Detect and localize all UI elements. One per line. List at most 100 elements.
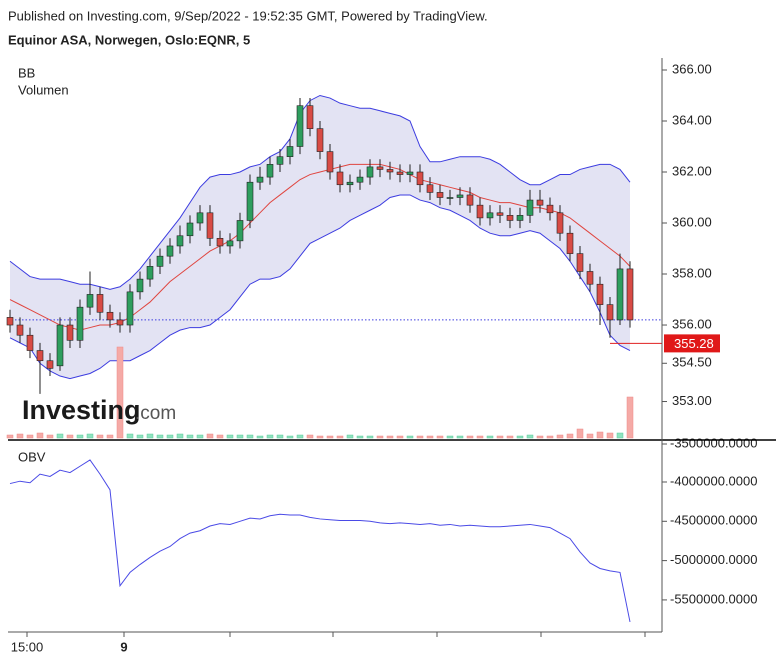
published-note: Published on Investing.com, 9/Sep/2022 -…: [8, 8, 488, 23]
volume-bar: [446, 435, 454, 439]
volume-bar: [506, 435, 514, 439]
candle-body: [36, 350, 44, 362]
candle-body: [406, 171, 414, 175]
volume-bar: [466, 435, 474, 439]
logo-suffix: .com: [135, 403, 176, 424]
obv-pane: OBV -3500000.0000 -4000000.0000 -4500000.00…: [9, 435, 757, 623]
candle-body: [186, 222, 194, 237]
volume-bar: [396, 435, 404, 439]
candle-body: [626, 268, 634, 321]
candle-body: [306, 105, 314, 129]
candle-body: [176, 235, 184, 247]
candle-body: [86, 294, 94, 308]
candle-body: [106, 311, 114, 321]
y-tick-label: 360.00: [672, 214, 712, 229]
volume-bar: [236, 434, 244, 439]
volume-bar: [56, 433, 64, 439]
candle-body: [166, 245, 174, 257]
volume-bar: [76, 434, 84, 439]
volume-bar: [166, 434, 174, 439]
volume-bar: [496, 435, 504, 439]
candle-body: [356, 176, 364, 183]
candle-body: [56, 324, 64, 367]
band-fill: [10, 95, 630, 379]
x-tick-label: 9: [120, 639, 127, 654]
candle-body: [286, 146, 294, 157]
candle-body: [276, 156, 284, 165]
candle-body: [386, 169, 394, 173]
y-tick-label: 354.50: [672, 355, 712, 370]
volume-bar: [316, 435, 324, 439]
candle-body: [266, 164, 274, 178]
y-tick-label: -5000000.0000: [670, 552, 757, 567]
volume-bar: [266, 434, 274, 439]
candle-body: [296, 105, 304, 147]
candle-body: [446, 197, 454, 199]
candle-body: [326, 151, 334, 173]
candle-body: [336, 171, 344, 186]
volume-bar: [596, 431, 604, 439]
volume-bar: [36, 432, 44, 439]
volume-bar: [26, 434, 34, 439]
candle-body: [556, 212, 564, 234]
volume-bar: [556, 434, 564, 439]
volume-bar: [96, 434, 104, 439]
volume-bar: [476, 435, 484, 439]
volume-bar: [336, 435, 344, 439]
volume-bar: [546, 435, 554, 439]
volume-bar: [186, 434, 194, 439]
candle-body: [616, 268, 624, 321]
volume-bar: [136, 434, 144, 439]
candle-body: [476, 204, 484, 219]
last-price-box: [664, 334, 720, 353]
volume-bar: [346, 434, 354, 439]
y-tick-label: 362.00: [672, 163, 712, 178]
volume-bar: [116, 346, 124, 439]
y-tick-label: 356.00: [672, 316, 712, 331]
volume-bar: [156, 434, 164, 439]
volume-bar: [226, 434, 234, 439]
volume-bar: [206, 433, 214, 439]
volume-bar: [216, 434, 224, 439]
candle-body: [126, 291, 134, 326]
volume-bar: [16, 433, 24, 439]
candle-body: [216, 238, 224, 247]
volume-bar: [376, 435, 384, 439]
candle-body: [226, 240, 234, 247]
candle-body: [416, 171, 424, 186]
volume-bar: [366, 435, 374, 439]
candle-body: [566, 232, 574, 254]
volume-bar: [386, 435, 394, 439]
volume-bar: [66, 434, 74, 439]
candle-body: [376, 166, 384, 170]
volume-bar: [276, 434, 284, 439]
logo: Investing .com: [22, 395, 176, 425]
x-tick-label: 15:00: [11, 639, 44, 654]
candle-body: [246, 181, 254, 221]
volume-bar: [406, 435, 414, 439]
candle-body: [536, 199, 544, 206]
volume-bar: [536, 435, 544, 439]
candle-body: [366, 166, 374, 178]
y-tick-label: -3500000.0000: [670, 435, 757, 450]
price-pane: BB Volumen 366.00 364.00 362.00 360.00 358.00 3…: [6, 61, 720, 439]
candle-body: [546, 204, 554, 214]
volume-bar: [126, 433, 134, 439]
volume-bar: [486, 435, 494, 439]
volume-bar: [586, 433, 594, 439]
volume-bar: [256, 435, 264, 439]
volume-bar: [146, 433, 154, 439]
volume-bar: [286, 435, 294, 439]
candle-body: [586, 271, 594, 285]
candle-body: [516, 215, 524, 221]
volume-bar: [456, 435, 464, 439]
candle-body: [526, 199, 534, 216]
candle-body: [156, 255, 164, 267]
y-tick-label: 366.00: [672, 61, 712, 76]
candle-body: [606, 304, 614, 321]
candle-body: [576, 253, 584, 272]
candle-body: [6, 317, 14, 326]
candle-body: [596, 283, 604, 305]
candle-body: [26, 334, 34, 351]
volume-bar: [516, 435, 524, 439]
